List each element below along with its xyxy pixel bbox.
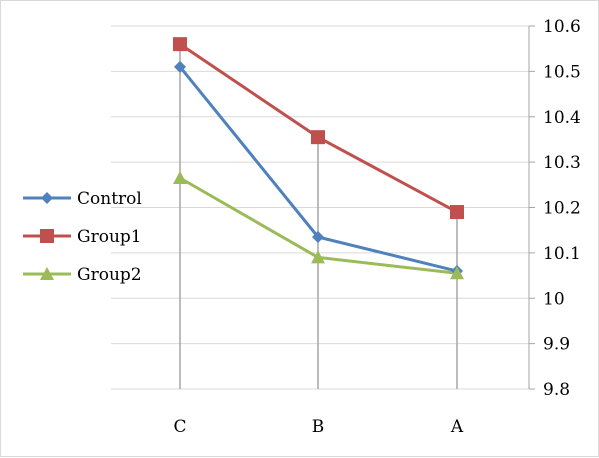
legend-marker [40,267,54,280]
y-tick-label: 9.9 [543,335,570,355]
data-point-group1 [311,130,325,145]
legend-label: Control [77,189,142,209]
tick-labels: 9.8 9.9 10 10.1 10.2 10.3 10.4 10.5 10.6 C B A [173,17,580,437]
x-tick-label: C [173,417,186,437]
data-point-group2 [450,266,464,280]
axes [528,25,535,390]
drop-lines [179,44,458,389]
y-tick-label: 10.4 [543,108,581,128]
y-tick-label: 10.5 [543,62,581,82]
data-point-control [312,230,324,243]
data-point-group1 [173,37,187,52]
data-point-group2 [311,250,325,264]
x-tick-label: B [312,417,325,437]
data-point-group2 [173,171,187,185]
y-tick-label: 10.1 [543,244,581,264]
gridlines [111,25,529,390]
x-tick-label: A [450,417,464,437]
y-tick-label: 10.2 [543,199,581,219]
y-tick-label: 10.3 [543,153,581,173]
legend-marker [41,192,53,204]
data-point-control [174,60,186,73]
y-tick-label: 10.6 [543,17,581,37]
series-markers [173,37,464,280]
legend-label: Group1 [77,227,142,247]
legend-marker [40,229,54,243]
legend-label: Group2 [77,265,142,285]
legend: Control Group1 Group2 [23,189,142,285]
data-point-group1 [450,205,464,220]
y-tick-label: 9.8 [543,380,570,400]
y-tick-label: 10 [543,289,565,309]
